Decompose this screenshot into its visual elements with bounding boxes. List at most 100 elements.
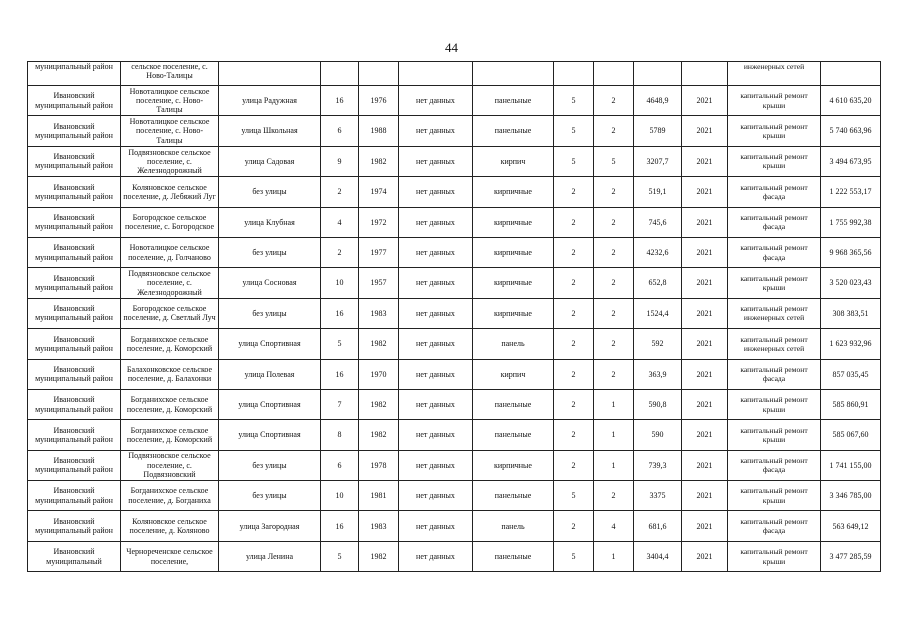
cell-street: без улицы <box>218 176 321 208</box>
cell-entrances: 2 <box>593 84 634 117</box>
cell-year: 1988 <box>358 115 399 147</box>
table-row: Ивановский муниципальный район Коляновско… <box>27 510 881 542</box>
cell-district: Ивановский муниципальный район <box>27 84 121 117</box>
cell-area: 5789 <box>633 115 682 147</box>
cell-area: 745,6 <box>633 206 682 238</box>
cell-house: 5 <box>320 540 359 573</box>
cell-floors: 5 <box>553 540 594 573</box>
cell-plan-year: 2021 <box>681 115 728 147</box>
cell-house: 10 <box>320 267 359 299</box>
cell-cost: 585 860,91 <box>820 388 881 421</box>
cell-info: нет данных <box>398 480 473 512</box>
cell-plan-year: 2021 <box>681 297 728 330</box>
cell-material: панельные <box>472 84 554 117</box>
cell-cost: 9 968 365,56 <box>820 236 881 269</box>
cell-floors: 2 <box>553 176 594 208</box>
cell-year: 1972 <box>358 206 399 238</box>
cell-entrances: 2 <box>593 115 634 147</box>
cell-street: улица Клубная <box>218 206 321 238</box>
cell-area: 3375 <box>633 480 682 512</box>
cell-house: 10 <box>320 480 359 512</box>
cell-street: улица Школьная <box>218 115 321 147</box>
cell-work: капитальный ремонт фасада <box>727 510 821 542</box>
cell-material: панель <box>472 510 554 542</box>
cell-empty <box>553 61 594 86</box>
cell-entrances: 2 <box>593 297 634 330</box>
table-row: Ивановский муниципальный район Подвязновс… <box>27 267 881 299</box>
cell-work: капитальный ремонт крыши <box>727 84 821 117</box>
cell-empty <box>472 61 554 86</box>
cell-year: 1976 <box>358 84 399 117</box>
cell-area: 3207,7 <box>633 145 682 178</box>
cell-house: 6 <box>320 115 359 147</box>
cell-street: улица Садовая <box>218 145 321 178</box>
cell-floors: 2 <box>553 267 594 299</box>
cell-info: нет данных <box>398 328 473 360</box>
cell-area: 590 <box>633 419 682 451</box>
cell-settlement: Богданихское сельское поселение, д. Комо… <box>120 388 219 421</box>
page-number: 44 <box>445 40 458 55</box>
cell-info: нет данных <box>398 206 473 238</box>
cell-work: капитальный ремонт фасада <box>727 176 821 208</box>
cell-house: 16 <box>320 510 359 542</box>
cell-entrances: 2 <box>593 206 634 238</box>
cell-house: 8 <box>320 419 359 451</box>
table-row: Ивановский муниципальный район Богданихск… <box>27 480 881 512</box>
cell-street: улица Спортивная <box>218 388 321 421</box>
cell-material: кирпич <box>472 358 554 390</box>
cell-district: Ивановский муниципальный район <box>27 388 121 421</box>
cell-cost: 5 740 663,96 <box>820 115 881 147</box>
cell-work: капитальный ремонт крыши <box>727 388 821 421</box>
cell-district: Ивановский муниципальный район <box>27 206 121 238</box>
cell-info: нет данных <box>398 449 473 482</box>
cell-district: Ивановский муниципальный район <box>27 145 121 178</box>
cell-plan-year: 2021 <box>681 267 728 299</box>
cell-cost: 4 610 635,20 <box>820 84 881 117</box>
cell-work: капитальный ремонт инженерных сетей <box>727 328 821 360</box>
cell-settlement: Подвязновское сельское поселение, с. Жел… <box>120 267 219 299</box>
cell-cost: 1 623 932,96 <box>820 328 881 360</box>
cell-material: кирпичные <box>472 176 554 208</box>
cell-floors: 2 <box>553 297 594 330</box>
cell-settlement: сельское поселение, с. Ново-Талицы <box>120 61 219 86</box>
cell-settlement: Богородское сельское поселение, д. Светл… <box>120 297 219 330</box>
cell-house: 5 <box>320 328 359 360</box>
cell-year: 1982 <box>358 388 399 421</box>
housing-repair-table: муниципальный район сельское поселение, … <box>27 61 881 573</box>
cell-material: панельные <box>472 480 554 512</box>
cell-settlement: Чернореченское сельское поселение, <box>120 540 219 573</box>
cell-work: капитальный ремонт фасада <box>727 236 821 269</box>
cell-settlement: Подвязновское сельское поселение, с. Под… <box>120 449 219 482</box>
cell-settlement: Коляновское сельское поселение, д. Лебяж… <box>120 176 219 208</box>
cell-settlement: Богданихское сельское поселение, д. Комо… <box>120 328 219 360</box>
table-row: Ивановский муниципальный район Богданихск… <box>27 419 881 451</box>
cell-work: капитальный ремонт крыши <box>727 115 821 147</box>
cell-floors: 2 <box>553 510 594 542</box>
cell-district: Ивановский муниципальный район <box>27 267 121 299</box>
table-row: Ивановский муниципальный район Балахонков… <box>27 358 881 390</box>
cell-cost: 563 649,12 <box>820 510 881 542</box>
cell-entrances: 2 <box>593 480 634 512</box>
cell-house: 2 <box>320 236 359 269</box>
cell-entrances: 1 <box>593 388 634 421</box>
cell-street: без улицы <box>218 480 321 512</box>
cell-settlement: Балахонковское сельское поселение, д. Ба… <box>120 358 219 390</box>
cell-floors: 2 <box>553 236 594 269</box>
cell-street: улица Спортивная <box>218 419 321 451</box>
cell-floors: 2 <box>553 206 594 238</box>
cell-settlement: Богданихское сельское поселение, д. Комо… <box>120 419 219 451</box>
table-row: Ивановский муниципальный район Богородско… <box>27 206 881 238</box>
cell-year: 1982 <box>358 145 399 178</box>
cell-info: нет данных <box>398 176 473 208</box>
table-row: Ивановский муниципальный район Богданихск… <box>27 328 881 360</box>
cell-street: без улицы <box>218 449 321 482</box>
cell-cost: 3 520 023,43 <box>820 267 881 299</box>
cell-work: капитальный ремонт инженерных сетей <box>727 297 821 330</box>
cell-entrances: 1 <box>593 540 634 573</box>
cell-settlement: Новоталицкое сельское поселение, с. Ново… <box>120 115 219 147</box>
cell-settlement: Новоталицкое сельское поселение, с. Ново… <box>120 84 219 117</box>
cell-info: нет данных <box>398 115 473 147</box>
cell-empty <box>218 61 321 86</box>
cell-plan-year: 2021 <box>681 540 728 573</box>
cell-year: 1957 <box>358 267 399 299</box>
